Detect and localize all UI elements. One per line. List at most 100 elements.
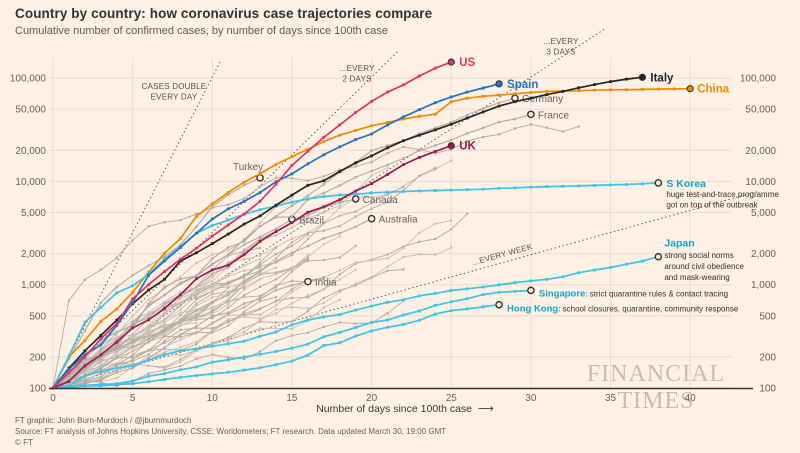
series-marker-germany — [242, 238, 246, 241]
series-marker-skorea — [99, 306, 103, 309]
country-label-spain: Spain — [507, 79, 538, 91]
series-marker-germany — [211, 263, 214, 266]
series-marker-singapore — [179, 368, 182, 372]
background-series-marker — [163, 341, 166, 344]
series-marker-uk — [354, 189, 358, 193]
background-series-marker — [322, 296, 325, 300]
series-marker-hongkong — [322, 344, 326, 347]
series-marker-china — [577, 89, 581, 93]
series-marker-germany — [227, 253, 230, 256]
background-series-marker — [370, 207, 373, 210]
background-series-marker — [179, 275, 182, 278]
series-marker-us — [131, 297, 135, 301]
series-marker-skorea — [370, 191, 373, 195]
background-series-marker — [290, 237, 294, 240]
guide-double-every-week — [52, 191, 758, 389]
series-marker-spain — [258, 191, 262, 194]
series-marker-japan — [449, 289, 453, 292]
series-marker-turkey — [211, 205, 214, 208]
series-marker-japan — [242, 339, 246, 343]
series-marker-china — [625, 88, 628, 92]
background-series-marker — [227, 356, 230, 359]
background-series-marker — [306, 259, 309, 263]
x-tick-label: 20 — [366, 393, 378, 404]
series-marker-china — [83, 339, 87, 342]
series-marker-turkey — [195, 225, 198, 229]
background-series-marker — [115, 350, 118, 353]
y-tick-label-left: 2,000 — [21, 249, 46, 260]
background-series-marker — [147, 353, 150, 356]
series-endpoint-france — [527, 110, 535, 119]
series-marker-spain — [83, 353, 87, 357]
y-tick-label-left: 5,000 — [21, 208, 46, 219]
background-series-marker — [258, 263, 262, 266]
series-marker-france — [450, 138, 453, 142]
background-series-marker — [115, 384, 118, 388]
background-series-marker — [450, 246, 453, 249]
series-marker-japan — [115, 366, 119, 370]
background-series-marker — [402, 186, 405, 189]
series-marker-skorea — [641, 182, 644, 186]
series-marker-skorea — [433, 189, 437, 192]
background-series-marker — [163, 312, 166, 315]
series-marker-france — [465, 132, 469, 135]
y-tick-label-left: 100,000 — [10, 74, 47, 85]
series-marker-hongkong — [226, 370, 230, 374]
background-series-marker — [434, 222, 437, 225]
background-series-marker — [274, 278, 278, 281]
background-series-marker — [386, 265, 389, 268]
series-marker-australia — [211, 300, 214, 304]
background-series-marker — [354, 268, 357, 271]
series-marker-hongkong — [242, 368, 246, 372]
y-tick-label-right: 1,000 — [751, 280, 776, 291]
background-series-marker — [227, 336, 230, 339]
series-marker-brazil — [274, 227, 278, 230]
series-marker-us — [67, 371, 71, 375]
series-marker-hongkong — [290, 359, 294, 363]
series-marker-canada — [115, 345, 118, 348]
background-series-marker — [179, 219, 182, 222]
background-series-marker — [227, 301, 230, 304]
background-series-marker — [147, 330, 150, 333]
series-marker-italy — [465, 116, 469, 120]
series-marker-spain — [338, 145, 342, 149]
series-marker-us — [99, 337, 103, 341]
series-marker-china — [497, 93, 501, 97]
background-series-marker — [258, 185, 262, 188]
series-marker-australia — [274, 260, 278, 263]
series-marker-france — [481, 126, 485, 130]
series-marker-china — [417, 114, 421, 118]
series-marker-italy — [609, 80, 612, 84]
series-marker-singapore — [131, 379, 135, 383]
background-series-marker — [227, 312, 230, 316]
series-marker-skorea — [210, 224, 214, 227]
series-marker-italy — [593, 83, 597, 87]
background-series-line — [52, 247, 452, 389]
series-marker-germany — [481, 107, 485, 110]
background-series-marker — [306, 307, 309, 310]
country-label-uk: UK — [459, 141, 476, 153]
background-series-marker — [274, 176, 278, 179]
series-marker-brazil — [131, 321, 134, 324]
annotation-skorea: got on top of the outbreak — [666, 200, 758, 209]
series-marker-hongkong — [67, 386, 71, 389]
background-series-marker — [243, 278, 246, 282]
series-marker-hongkong — [179, 375, 182, 379]
series-line-us — [52, 61, 452, 389]
background-series-marker — [306, 179, 309, 182]
background-series-marker — [306, 254, 309, 257]
series-marker-uk — [338, 198, 342, 202]
background-series-marker — [386, 269, 389, 272]
series-marker-uk — [290, 221, 294, 225]
background-series-marker — [290, 241, 294, 244]
series-marker-japan — [465, 287, 469, 291]
background-series-marker — [131, 339, 134, 342]
series-marker-spain — [67, 367, 71, 371]
series-marker-india — [83, 381, 87, 384]
background-series-marker — [434, 166, 437, 169]
background-series-marker — [274, 284, 278, 287]
y-tick-label-left: 1,000 — [21, 280, 46, 291]
series-marker-uk — [306, 210, 310, 214]
series-endpoint-singapore — [527, 286, 535, 295]
series-line-italy — [52, 76, 643, 389]
